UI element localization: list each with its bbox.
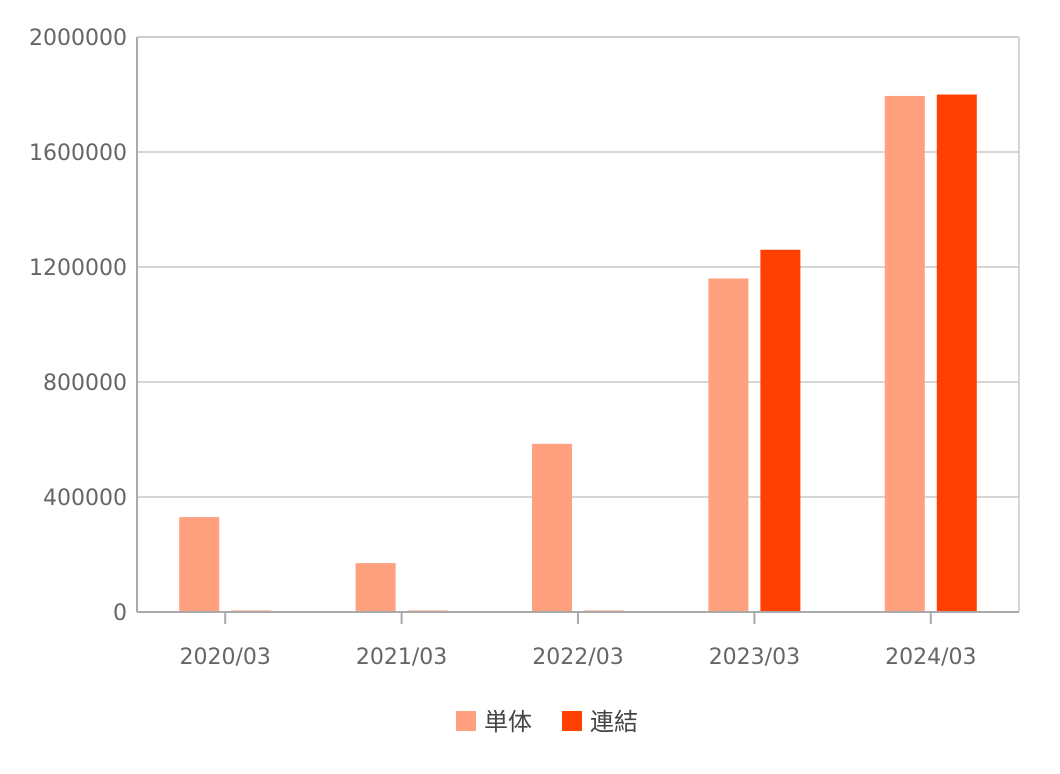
legend: 単体 連結 xyxy=(456,708,638,736)
bars xyxy=(179,94,977,612)
y-tick-label: 0 xyxy=(113,601,127,626)
bar-consolidated xyxy=(936,94,977,612)
legend-swatch xyxy=(562,711,582,731)
x-tick-label: 2020/03 xyxy=(179,645,270,670)
x-tick-label: 2022/03 xyxy=(532,645,623,670)
y-tick-label: 1600000 xyxy=(29,141,127,166)
axes xyxy=(136,36,1020,624)
x-tick-label: 2023/03 xyxy=(709,645,800,670)
y-tick-label: 1200000 xyxy=(29,256,127,281)
legend-label: 連結 xyxy=(590,708,638,736)
bar-consolidated xyxy=(760,249,801,612)
legend-label: 単体 xyxy=(484,708,532,736)
x-tick-label: 2024/03 xyxy=(885,645,976,670)
y-tick-labels: 0 400000 800000 1200000 1600000 2000000 xyxy=(29,26,127,626)
x-tick-label: 2021/03 xyxy=(356,645,447,670)
bar-standalone xyxy=(708,278,749,612)
bar-standalone xyxy=(179,517,220,612)
bar-standalone xyxy=(532,443,572,612)
y-tick-label: 800000 xyxy=(43,371,127,396)
y-tick-label: 2000000 xyxy=(29,26,127,51)
x-tick-labels: 2020/03 2021/03 2022/03 2023/03 2024/03 xyxy=(179,645,976,670)
bar-standalone xyxy=(355,563,396,612)
legend-swatch xyxy=(456,711,476,731)
bar-standalone xyxy=(884,95,925,612)
y-tick-label: 400000 xyxy=(43,486,127,511)
